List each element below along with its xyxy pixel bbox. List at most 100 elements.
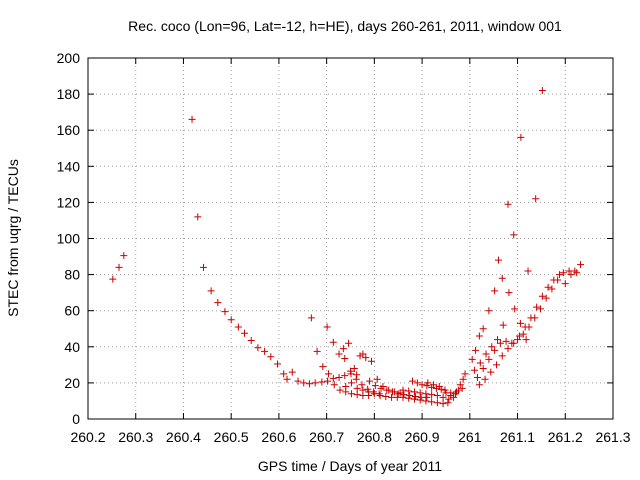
data-point <box>573 269 581 277</box>
data-point <box>214 299 222 307</box>
data-point <box>323 323 331 331</box>
data-point <box>207 287 215 295</box>
data-point <box>350 364 358 372</box>
data-point <box>468 355 476 363</box>
data-point <box>511 305 519 313</box>
data-point <box>433 399 441 407</box>
data-point <box>347 390 355 398</box>
data-point <box>533 303 541 311</box>
x-axis-label: GPS time / Days of year 2011 <box>258 458 442 474</box>
data-point <box>450 393 458 401</box>
data-point <box>423 393 431 401</box>
data-point <box>527 314 535 322</box>
data-point <box>536 305 544 313</box>
data-point <box>241 329 249 337</box>
data-point <box>494 336 501 344</box>
data-point <box>487 368 495 376</box>
data-point <box>504 200 512 208</box>
data-point <box>368 357 375 365</box>
data-point <box>505 289 513 297</box>
data-point <box>234 323 242 331</box>
data-point <box>544 283 552 291</box>
data-point <box>371 382 379 390</box>
data-point <box>366 377 374 385</box>
data-point <box>522 336 530 344</box>
plot-frame <box>87 57 614 420</box>
data-point <box>325 370 333 378</box>
data-point <box>311 379 319 387</box>
data-point <box>329 338 337 346</box>
data-point <box>342 383 350 391</box>
data-point <box>493 361 501 369</box>
data-point <box>416 389 424 397</box>
data-point <box>341 355 349 363</box>
data-point <box>267 353 275 361</box>
data-point <box>358 381 366 389</box>
y-axis-label: STEC from uqrg / TECUs <box>5 159 21 317</box>
data-point <box>459 375 467 383</box>
data-point <box>491 287 499 295</box>
x-tick-label: 261.2 <box>548 429 583 445</box>
data-point <box>476 359 484 367</box>
data-point <box>418 381 426 389</box>
data-point <box>413 379 421 387</box>
data-point <box>345 339 353 347</box>
data-point <box>227 316 235 324</box>
data-point <box>383 386 391 394</box>
data-point <box>559 269 567 277</box>
data-point <box>339 345 347 353</box>
data-point <box>577 261 585 269</box>
data-point <box>567 271 575 279</box>
data-point <box>353 391 361 399</box>
y-tick-label: 60 <box>64 303 80 319</box>
data-point <box>394 390 402 398</box>
data-point <box>491 346 499 354</box>
data-point <box>254 344 262 352</box>
data-point <box>261 347 269 355</box>
data-point <box>488 343 496 351</box>
grid-lines <box>88 58 613 419</box>
data-point <box>447 389 455 397</box>
data-point <box>313 347 321 355</box>
data-point <box>359 350 367 358</box>
y-tick-label: 40 <box>64 339 80 355</box>
data-point <box>461 370 469 378</box>
data-point <box>318 378 326 386</box>
data-point <box>485 307 493 315</box>
data-point <box>502 337 510 345</box>
data-point <box>542 294 550 302</box>
x-tick-label: 261.1 <box>500 429 535 445</box>
data-point <box>341 372 349 380</box>
data-point <box>432 384 440 392</box>
data-point <box>335 373 343 381</box>
data-point <box>472 346 480 354</box>
data-point <box>347 379 355 387</box>
data-point <box>307 314 315 322</box>
data-point <box>109 275 117 283</box>
data-point <box>194 213 202 221</box>
data-point <box>435 383 443 391</box>
data-point <box>516 319 524 327</box>
data-point <box>471 366 479 374</box>
data-point <box>424 379 432 387</box>
data-point <box>347 367 354 375</box>
data-point <box>441 386 449 394</box>
data-point <box>504 345 512 353</box>
data-point <box>556 271 564 279</box>
data-point <box>433 392 441 400</box>
data-point <box>305 380 313 388</box>
data-point <box>319 363 327 371</box>
data-point <box>514 336 522 344</box>
data-point <box>120 252 128 260</box>
y-tick-label: 100 <box>57 231 81 247</box>
data-point <box>482 350 490 358</box>
data-point <box>405 394 413 402</box>
y-tick-label: 0 <box>72 411 80 427</box>
y-tick-label: 180 <box>57 86 81 102</box>
data-point <box>428 398 436 406</box>
data-point <box>532 195 540 203</box>
data-point <box>561 280 569 288</box>
data-point <box>373 375 381 383</box>
data-point <box>475 381 483 389</box>
